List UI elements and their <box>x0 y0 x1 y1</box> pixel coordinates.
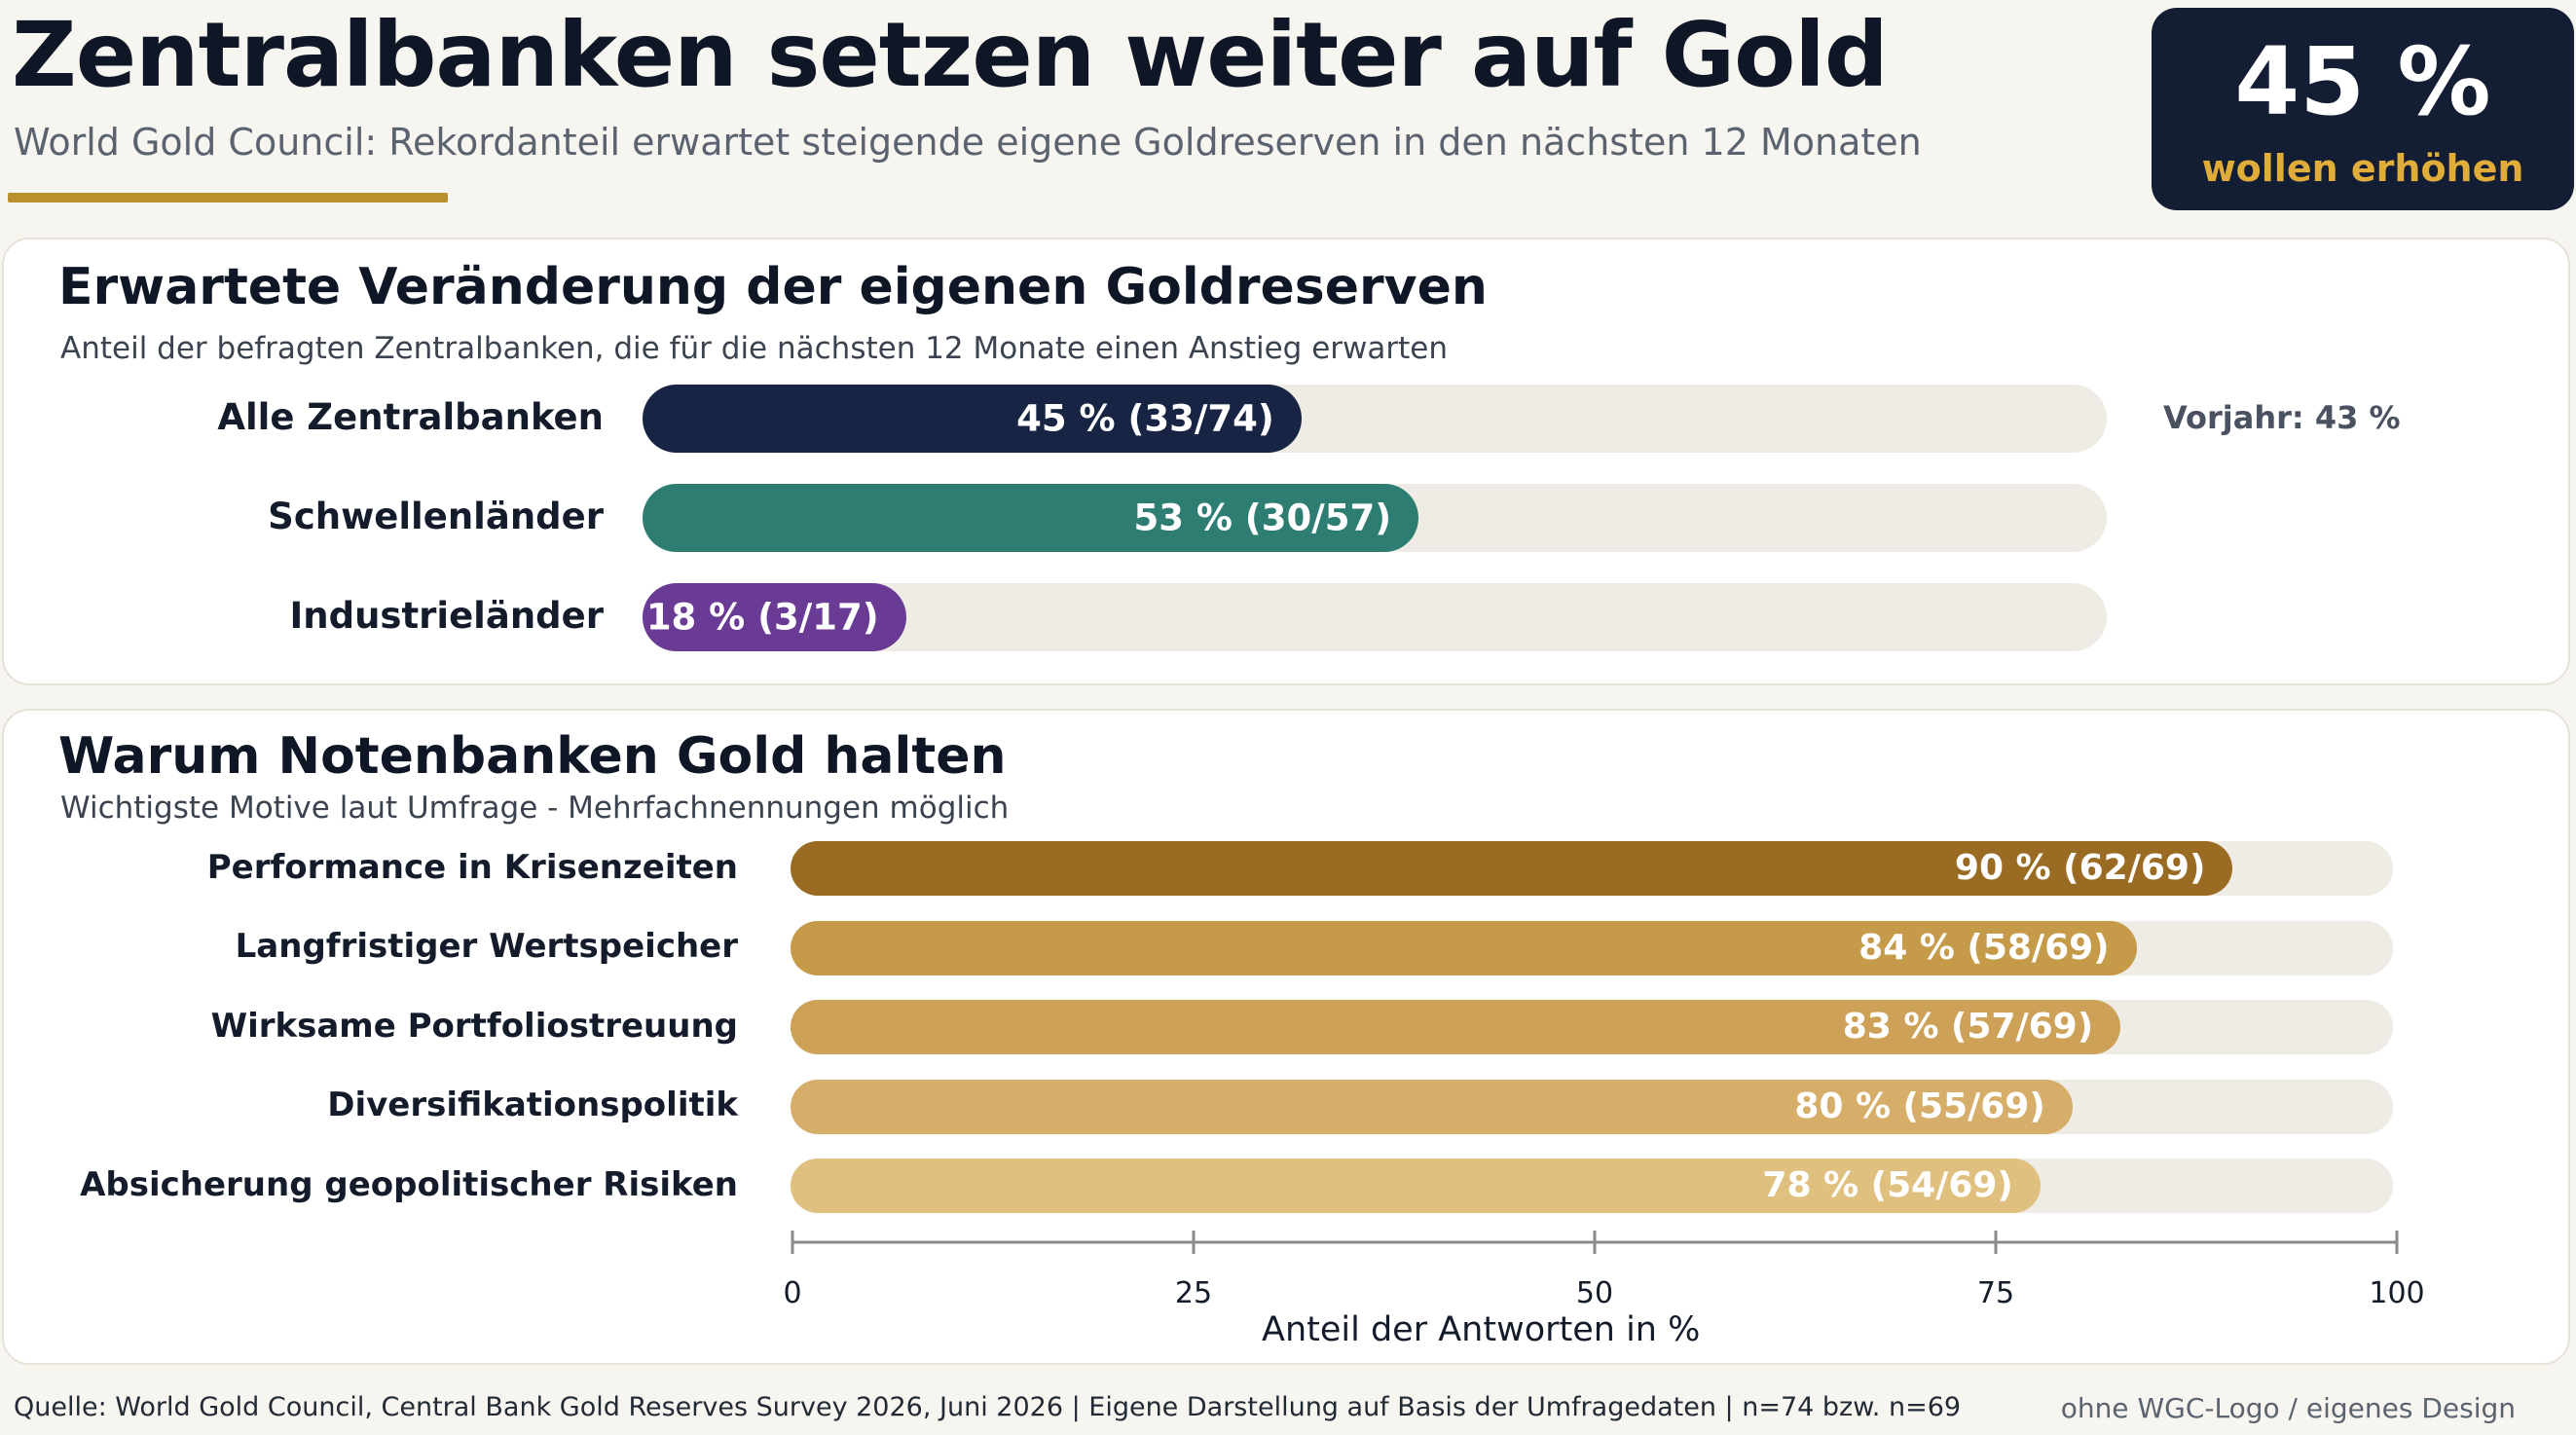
motives-chart-subtitle: Wichtigste Motive laut Umfrage - Mehrfac… <box>60 791 1010 826</box>
kpi-box: 45 % wollen erhöhen <box>2152 8 2574 210</box>
bar-track: 84 % (58/69) <box>791 920 2393 975</box>
x-tick-label: 25 <box>1175 1276 1212 1310</box>
motives-chart-title: Warum Notenbanken Gold halten <box>58 727 1007 786</box>
bar-label-wirksame-portfoliostreuung: Wirksame Portfoliostreuung <box>210 1006 738 1046</box>
bar-value-label: 18 % (3/17) <box>645 596 879 639</box>
bar-value-label: 83 % (57/69) <box>1842 1007 2094 1047</box>
x-tick-label: 100 <box>2369 1276 2424 1310</box>
bar-alle-zentralbanken: 45 % (33/74) <box>643 385 1302 453</box>
bar-diversifikationspolitik: 80 % (55/69) <box>791 1079 2073 1134</box>
footer-source: Quelle: World Gold Council, Central Bank… <box>14 1392 1962 1422</box>
bar-langfristiger-wertspeicher: 84 % (58/69) <box>791 920 2137 975</box>
reserves-chart-subtitle: Anteil der befragten Zentralbanken, die … <box>60 331 1449 366</box>
bar-wirksame-portfoliostreuung: 83 % (57/69) <box>791 1000 2121 1054</box>
bar-schwellenlaender: 53 % (30/57) <box>643 484 1419 552</box>
bar-label-industrielaender: Industrieländer <box>289 595 605 638</box>
x-axis-title: Anteil der Antworten in % <box>1262 1310 1701 1349</box>
bar-performance-in-krisenzeiten: 90 % (62/69) <box>791 841 2233 896</box>
x-tick-label: 75 <box>1977 1276 2014 1310</box>
title-accent-line <box>8 193 448 202</box>
bar-value-label: 45 % (33/74) <box>1016 397 1274 440</box>
bar-track: 90 % (62/69) <box>791 841 2393 896</box>
bar-label-schwellenlaender: Schwellenländer <box>268 496 604 538</box>
bar-track: 53 % (30/57) <box>643 484 2107 552</box>
bar-value-label: 90 % (62/69) <box>1954 848 2206 888</box>
bar-value-label: 78 % (54/69) <box>1762 1165 2013 1205</box>
x-tick-label: 50 <box>1576 1276 1613 1310</box>
bar-value-label: 80 % (55/69) <box>1794 1085 2045 1126</box>
bar-industrielaender: 18 % (3/17) <box>643 583 906 651</box>
bar-track: 45 % (33/74) <box>643 385 2107 453</box>
reserves-chart-title: Erwartete Veränderung der eigenen Goldre… <box>58 258 1488 316</box>
bar-absicherung-geopolitischer-risiken: 78 % (54/69) <box>791 1159 2041 1213</box>
bar-value-label: 84 % (58/69) <box>1858 927 2110 968</box>
bar-label-diversifikationspolitik: Diversifikationspolitik <box>327 1085 738 1125</box>
bar-track: 80 % (55/69) <box>791 1079 2393 1134</box>
bar-track: 83 % (57/69) <box>791 1000 2393 1054</box>
bar-label-alle-zentralbanken: Alle Zentralbanken <box>217 396 604 439</box>
footer-note: ohne WGC-Logo / eigenes Design <box>2060 1392 2516 1424</box>
kpi-value: 45 % <box>2234 27 2491 136</box>
bar-value-label: 53 % (30/57) <box>1133 497 1392 539</box>
prior-year-note: Vorjahr: 43 % <box>2163 399 2401 436</box>
bar-track: 78 % (54/69) <box>791 1159 2393 1213</box>
page-title: Zentralbanken setzen weiter auf Gold <box>12 3 1889 107</box>
page-subtitle: World Gold Council: Rekordanteil erwarte… <box>14 121 1922 164</box>
bar-label-performance-in-krisenzeiten: Performance in Krisenzeiten <box>206 847 738 887</box>
bar-label-langfristiger-wertspeicher: Langfristiger Wertspeicher <box>235 927 738 967</box>
kpi-label: wollen erhöhen <box>2201 147 2524 190</box>
bar-label-absicherung-geopolitischer-risiken: Absicherung geopolitischer Risiken <box>80 1164 738 1204</box>
x-tick-label: 0 <box>783 1276 801 1310</box>
bar-track: 18 % (3/17) <box>643 583 2107 651</box>
motives-x-axis: 0 25 50 75 100 <box>783 1231 2425 1310</box>
